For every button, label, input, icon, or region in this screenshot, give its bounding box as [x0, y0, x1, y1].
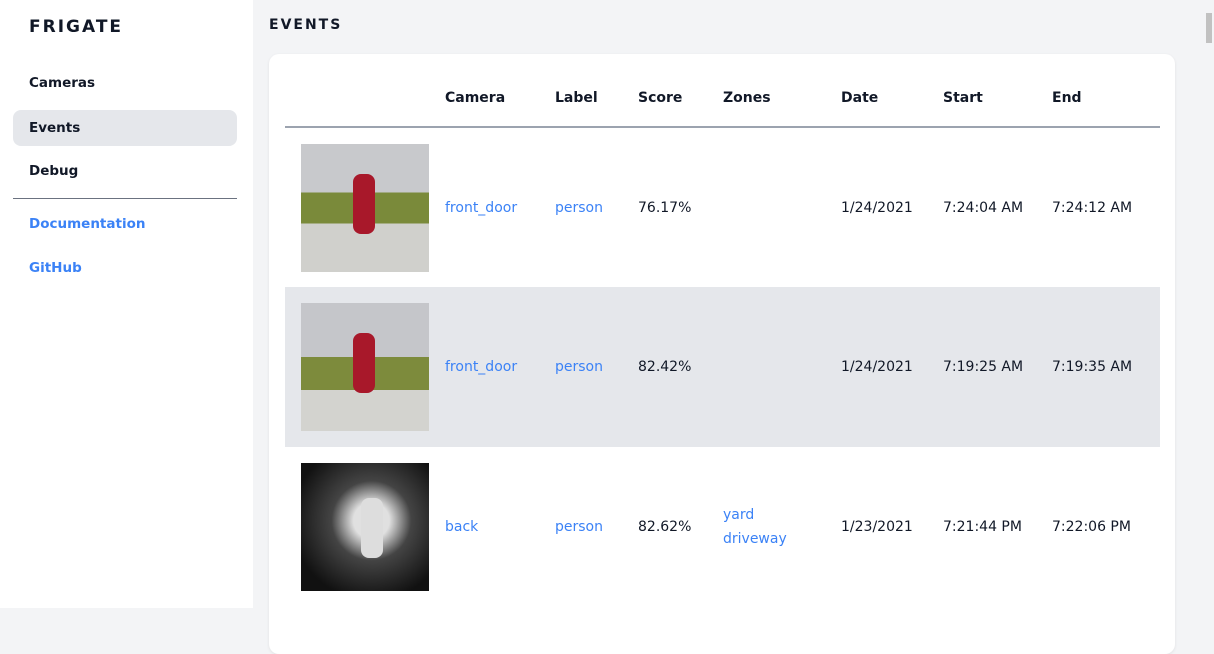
date: 1/24/2021: [841, 199, 913, 216]
sidebar-item-debug[interactable]: Debug: [29, 163, 79, 179]
sidebar-item-cameras[interactable]: Cameras: [29, 75, 96, 91]
table-header: Camera Label Score Zones Date Start End: [285, 54, 1160, 128]
events-table: Camera Label Score Zones Date Start End …: [285, 54, 1160, 607]
start-time: 7:21:44 PM: [943, 519, 1022, 535]
zone-link[interactable]: yard: [723, 507, 755, 523]
header-label: Label: [555, 54, 638, 128]
app-logo: FRIGATE: [29, 17, 124, 37]
camera-link[interactable]: front_door: [445, 199, 518, 216]
table-row[interactable]: front_door person 82.42% 1/24/2021 7:19:…: [285, 287, 1160, 447]
header-score: Score: [638, 54, 723, 128]
sidebar: FRIGATE Cameras Events Debug Documentati…: [0, 0, 253, 608]
header-thumbnail: [285, 54, 445, 128]
score: 76.17%: [638, 199, 692, 216]
sidebar-divider: [13, 198, 237, 199]
event-thumbnail[interactable]: [301, 463, 429, 591]
zones: [723, 127, 841, 287]
label-link[interactable]: person: [555, 199, 603, 216]
main-content: EVENTS Camera Label Score Zones Date Sta…: [253, 0, 1200, 654]
page-title: EVENTS: [269, 17, 343, 33]
event-thumbnail[interactable]: [301, 303, 429, 431]
header-start: Start: [943, 54, 1052, 128]
label-link[interactable]: person: [555, 287, 638, 447]
end-time: 7:24:12 AM: [1052, 199, 1133, 216]
sidebar-link-documentation[interactable]: Documentation: [29, 216, 146, 232]
zones: yard driveway: [723, 447, 841, 607]
camera-link[interactable]: front_door: [445, 287, 555, 447]
zone-link[interactable]: driveway: [723, 531, 787, 547]
header-camera: Camera: [445, 54, 555, 128]
end-time: 7:19:35 AM: [1052, 287, 1160, 447]
date: 1/24/2021: [841, 287, 943, 447]
score: 82.42%: [638, 287, 723, 447]
start-time: 7:19:25 AM: [943, 287, 1052, 447]
label-link[interactable]: person: [555, 519, 603, 535]
table-row[interactable]: front_door person 76.17% 1/24/2021 7:24:…: [285, 127, 1160, 287]
zones: [723, 287, 841, 447]
camera-link[interactable]: back: [445, 519, 479, 535]
event-thumbnail[interactable]: [301, 143, 429, 272]
end-time: 7:22:06 PM: [1052, 519, 1131, 535]
table-row[interactable]: back person 82.62% yard driveway 1/23/20…: [285, 447, 1160, 607]
events-card: Camera Label Score Zones Date Start End …: [269, 54, 1175, 654]
date: 1/23/2021: [841, 519, 913, 535]
header-end: End: [1052, 54, 1160, 128]
vertical-scrollbar[interactable]: [1200, 0, 1214, 608]
sidebar-item-events[interactable]: Events: [13, 110, 237, 146]
header-date: Date: [841, 54, 943, 128]
sidebar-link-github[interactable]: GitHub: [29, 260, 82, 276]
scrollbar-thumb[interactable]: [1206, 13, 1212, 43]
header-zones: Zones: [723, 54, 841, 128]
score: 82.62%: [638, 519, 692, 535]
start-time: 7:24:04 AM: [943, 199, 1024, 216]
